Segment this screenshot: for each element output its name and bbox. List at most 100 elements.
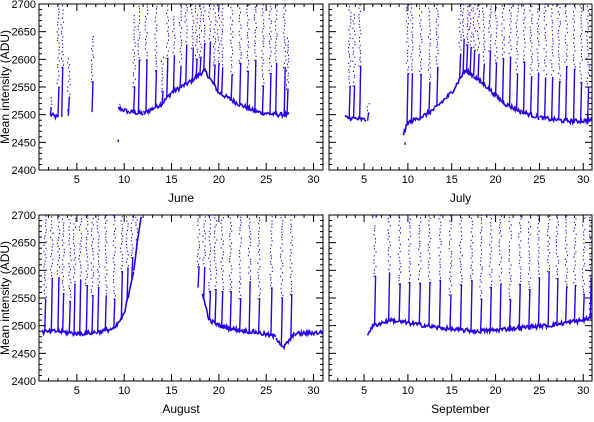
spike-dot	[439, 215, 441, 217]
spike-dot	[538, 40, 539, 43]
spike-dot	[523, 50, 525, 52]
spike-dot	[271, 220, 273, 222]
spike-dot	[590, 222, 592, 224]
spike-dot	[460, 39, 462, 41]
spike-dot	[503, 27, 505, 29]
spike-dot	[409, 221, 410, 224]
spike-dot	[63, 266, 65, 268]
spike-dot	[98, 275, 100, 277]
spike-dot	[59, 229, 61, 231]
spike-dot	[58, 221, 60, 223]
spike-dot	[114, 251, 116, 253]
spike-dot	[349, 82, 351, 84]
spike-dot	[105, 239, 107, 241]
spike-dot	[155, 12, 157, 14]
spike-dot	[358, 65, 360, 67]
spike-dot	[214, 253, 216, 255]
spike-dot	[478, 15, 480, 18]
spike-dot	[348, 75, 350, 78]
spike-dot	[192, 15, 194, 17]
spike-dot	[229, 275, 230, 277]
spike-dot	[429, 11, 431, 13]
spike-dot	[491, 280, 493, 282]
spike-dot	[566, 4, 568, 5]
spike-dot	[85, 228, 87, 230]
spike-dot	[508, 220, 510, 223]
spike-dot	[565, 15, 567, 18]
data-series	[49, 4, 290, 143]
spike-dot	[462, 28, 464, 31]
spike-dot	[524, 46, 526, 48]
spike-dot	[287, 58, 289, 60]
spike-dot	[258, 236, 260, 239]
spike-dot	[409, 243, 411, 245]
spike-dot	[180, 31, 182, 34]
spike-dot	[203, 223, 205, 225]
spike-dot	[538, 277, 540, 279]
spike-line	[57, 276, 60, 332]
spike-dot	[198, 40, 200, 43]
spike-dot	[537, 215, 539, 217]
spike-line	[172, 55, 176, 92]
spike-dot	[213, 5, 215, 7]
spike-dot	[196, 255, 198, 257]
spike-dot	[209, 233, 211, 235]
spike-dot	[407, 4, 409, 6]
spike-dot	[231, 286, 233, 288]
spike-dot	[57, 57, 59, 59]
spike-dot	[218, 11, 220, 13]
spike-dot	[259, 249, 260, 251]
spike-dot	[43, 266, 45, 268]
spike-dot	[490, 6, 492, 8]
spike-dot	[276, 35, 278, 37]
spike-dot	[587, 26, 589, 28]
spike-dot	[419, 215, 420, 216]
spike-dot	[93, 258, 95, 260]
spike-dot	[509, 36, 510, 38]
spike-dot	[179, 51, 181, 53]
spike-dot	[51, 239, 53, 241]
spike-dot	[209, 253, 211, 256]
spike-dot	[112, 215, 114, 217]
spike-dot	[280, 217, 282, 219]
spike-dot	[583, 238, 585, 240]
spike-dot	[286, 79, 288, 81]
spike-dot	[231, 230, 233, 232]
spike-dot	[510, 280, 512, 282]
spike-dot	[92, 247, 94, 250]
spike-dot	[437, 13, 439, 15]
spike-dot	[411, 7, 413, 9]
spike-dot	[240, 219, 242, 221]
spike-dot	[213, 8, 214, 10]
baseline-segment	[57, 326, 78, 337]
spike-dot	[467, 33, 468, 35]
spike-dot	[58, 49, 60, 51]
spike-dot	[518, 233, 520, 235]
spike-dot	[113, 267, 115, 270]
spike-dot	[550, 59, 552, 61]
spike-dot	[239, 287, 241, 289]
spike-dot	[113, 212, 114, 213]
spike-dot	[469, 4, 471, 5]
spike-dot	[204, 33, 206, 35]
spike-dot	[564, 61, 566, 63]
spike-dot	[166, 46, 167, 48]
spike-dot	[270, 22, 272, 25]
spike-dot	[209, 250, 211, 252]
spike-dot	[489, 286, 491, 289]
spike-dot	[179, 61, 181, 63]
spike-line	[145, 59, 148, 113]
spike-dot	[411, 39, 413, 41]
spike-dot	[398, 279, 400, 282]
spike-dot	[135, 224, 137, 226]
spike-dot	[550, 15, 552, 17]
spike-line	[104, 295, 107, 331]
spike-dot	[537, 11, 539, 13]
outlier-point	[404, 142, 406, 145]
spike-dot	[50, 97, 52, 99]
spike-dot	[480, 217, 482, 219]
spike-dot	[127, 267, 129, 269]
chart-june: 5 10 15 20 25 302400245025002550260026502700J…	[0, 0, 324, 205]
spike-dot	[573, 56, 575, 59]
spike-dot	[291, 290, 293, 292]
